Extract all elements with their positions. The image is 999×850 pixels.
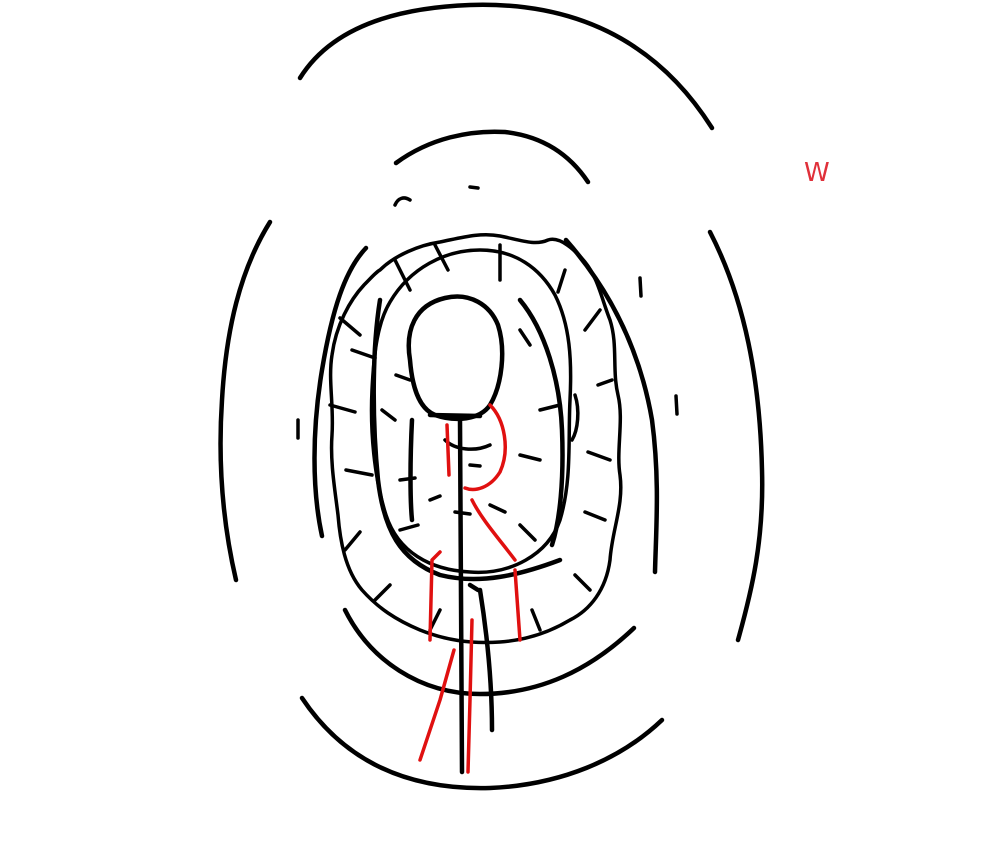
annotation-letter: W bbox=[804, 158, 830, 188]
central-figure bbox=[371, 294, 565, 775]
textured-ring bbox=[328, 232, 623, 645]
red-strokes bbox=[418, 403, 522, 774]
outer-ring bbox=[218, 2, 765, 791]
second-ring bbox=[296, 129, 679, 697]
